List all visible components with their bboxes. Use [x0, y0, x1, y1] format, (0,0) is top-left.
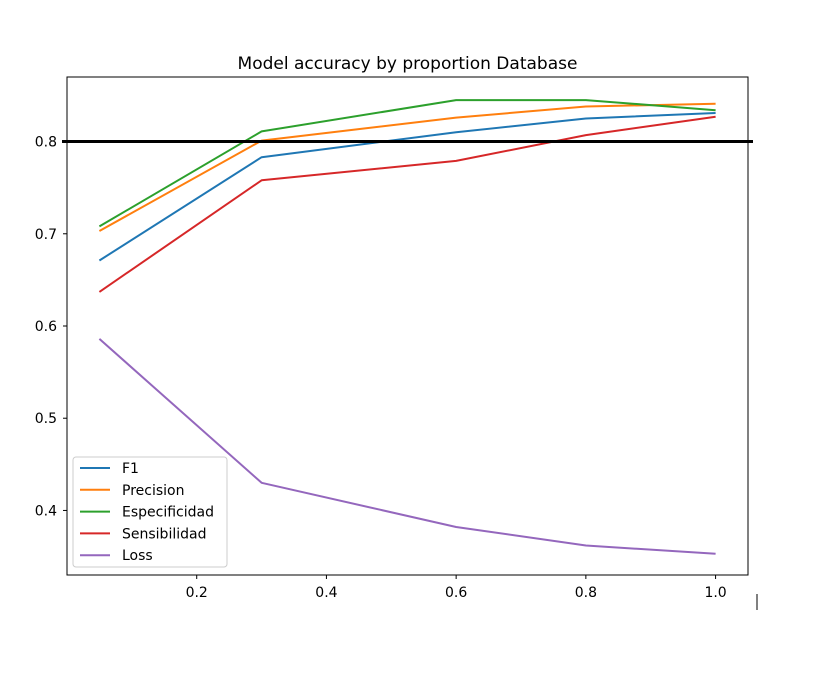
axis-ticks: 0.2 0.4 0.6 0.8 1.0 0.4 0.5 0.6 0.7 0.8 — [35, 135, 727, 601]
y-tick-label: 0.6 — [35, 319, 57, 335]
legend-label: Sensibilidad — [122, 526, 206, 542]
chart-title: Model accuracy by proportion Database — [238, 54, 578, 74]
series-line-especificidad — [98, 99, 716, 228]
legend-label: F1 — [122, 461, 139, 477]
x-tick-label: 0.2 — [186, 585, 208, 601]
y-tick-label: 0.4 — [35, 503, 57, 519]
x-tick-label: 0.6 — [445, 585, 467, 601]
series-line-f1 — [98, 112, 716, 262]
x-tick-label: 1.0 — [704, 585, 726, 601]
series-line-sensibilidad — [98, 115, 716, 293]
y-tick-label: 0.8 — [35, 135, 57, 151]
plot-frame — [66, 76, 749, 576]
legend-label: Especificidad — [122, 505, 214, 521]
legend: F1 Precision Especificidad Sensibilidad Loss — [72, 456, 228, 568]
y-tick-label: 0.7 — [35, 227, 57, 243]
legend-box — [72, 456, 228, 568]
series-layer — [98, 99, 716, 555]
legend-label: Loss — [122, 548, 153, 564]
series-line-precision — [98, 102, 716, 232]
x-tick-label: 0.4 — [315, 585, 337, 601]
legend-label: Precision — [122, 483, 184, 499]
series-line-loss — [98, 338, 716, 555]
y-tick-label: 0.5 — [35, 411, 57, 427]
x-tick-label: 0.8 — [575, 585, 597, 601]
